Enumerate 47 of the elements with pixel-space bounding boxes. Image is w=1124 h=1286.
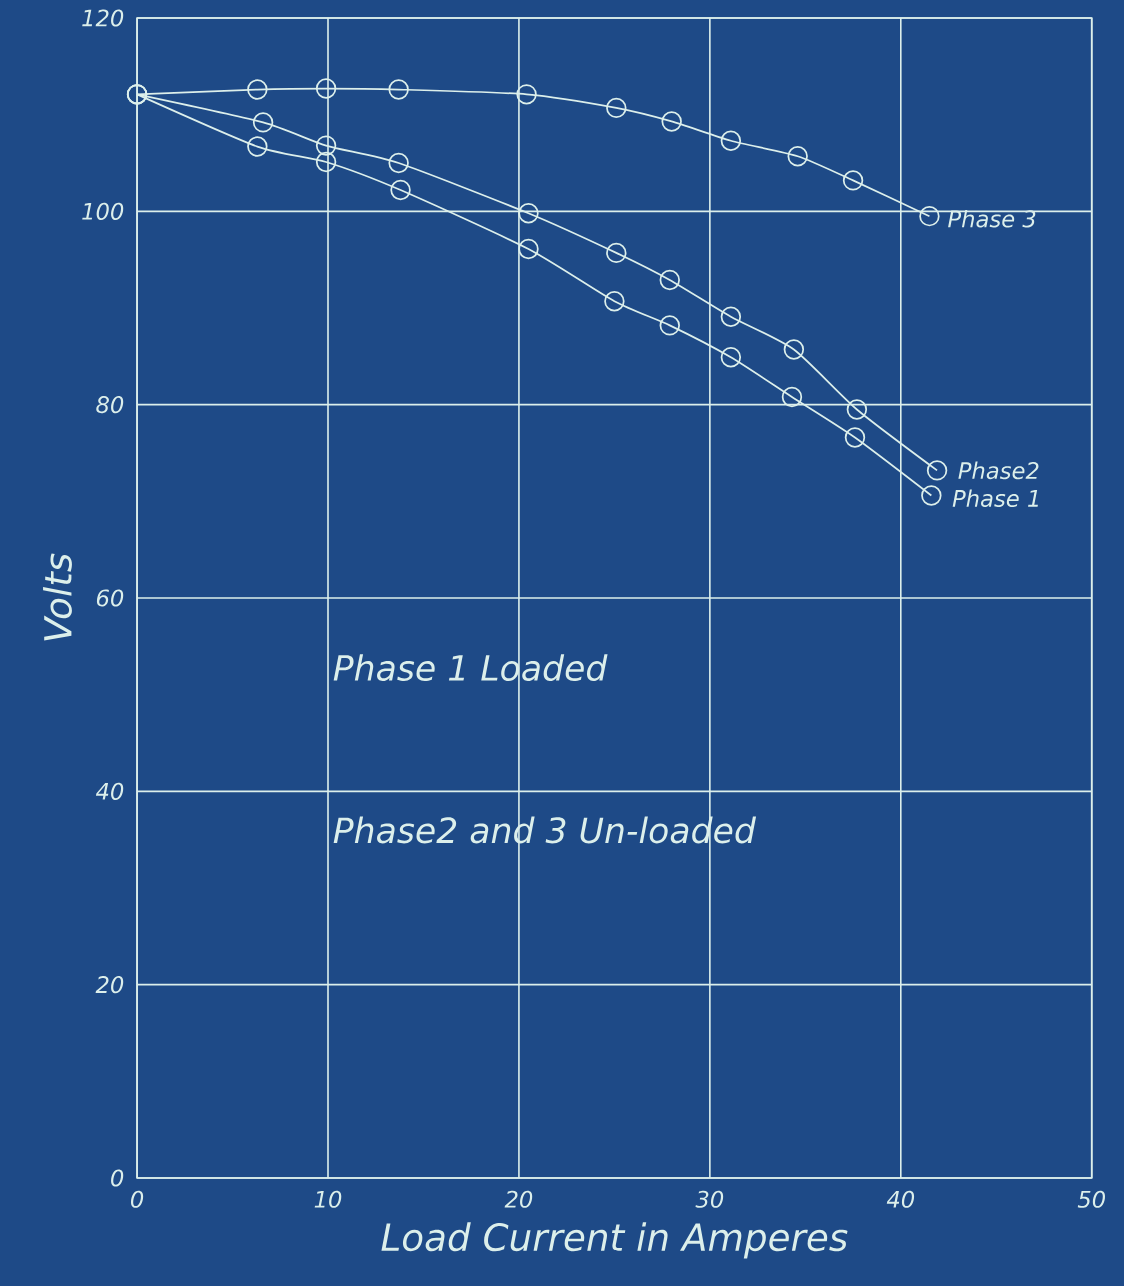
series-label: Phase 1 bbox=[952, 489, 1038, 507]
y-tick-label: 60 bbox=[96, 589, 124, 607]
point bbox=[388, 79, 409, 100]
point bbox=[919, 205, 940, 227]
point bbox=[781, 386, 803, 408]
point bbox=[720, 347, 742, 368]
point bbox=[720, 306, 742, 327]
point bbox=[720, 130, 742, 151]
point bbox=[659, 269, 680, 291]
point bbox=[252, 112, 274, 133]
y-axis-title: Volts bbox=[43, 553, 72, 641]
point bbox=[247, 136, 268, 157]
point bbox=[315, 151, 337, 173]
y-tick-label: 120 bbox=[82, 9, 124, 27]
point bbox=[926, 460, 948, 481]
x-tick-label: 10 bbox=[314, 1190, 342, 1208]
point bbox=[783, 339, 805, 360]
x-tick-label: 30 bbox=[695, 1190, 724, 1208]
point bbox=[659, 315, 680, 336]
point bbox=[390, 179, 411, 201]
point bbox=[315, 78, 337, 99]
point bbox=[315, 135, 337, 156]
x-axis-title: Load Current in Amperes bbox=[381, 1222, 848, 1259]
point bbox=[844, 427, 866, 448]
y-tick-label: 0 bbox=[111, 1169, 124, 1187]
point bbox=[388, 152, 409, 174]
x-tick-label: 40 bbox=[886, 1190, 915, 1208]
y-tick-label: 20 bbox=[95, 976, 124, 994]
point bbox=[518, 203, 539, 224]
y-tick-label: 100 bbox=[82, 202, 124, 220]
x-tick-label: 50 bbox=[1077, 1190, 1105, 1208]
x-tick-label: 20 bbox=[504, 1190, 533, 1208]
point bbox=[606, 242, 627, 264]
point bbox=[516, 84, 537, 105]
point bbox=[842, 170, 864, 191]
point bbox=[518, 238, 539, 260]
y-tick-label: 40 bbox=[95, 782, 124, 800]
series-label: Phase2 bbox=[958, 461, 1039, 480]
y-tick-label: 80 bbox=[96, 396, 124, 414]
point bbox=[247, 79, 268, 100]
point bbox=[921, 485, 942, 506]
x-tick-label: 0 bbox=[130, 1190, 144, 1208]
point bbox=[604, 291, 625, 312]
point bbox=[661, 111, 682, 132]
point bbox=[606, 97, 627, 119]
point bbox=[846, 399, 868, 420]
point bbox=[787, 146, 808, 167]
